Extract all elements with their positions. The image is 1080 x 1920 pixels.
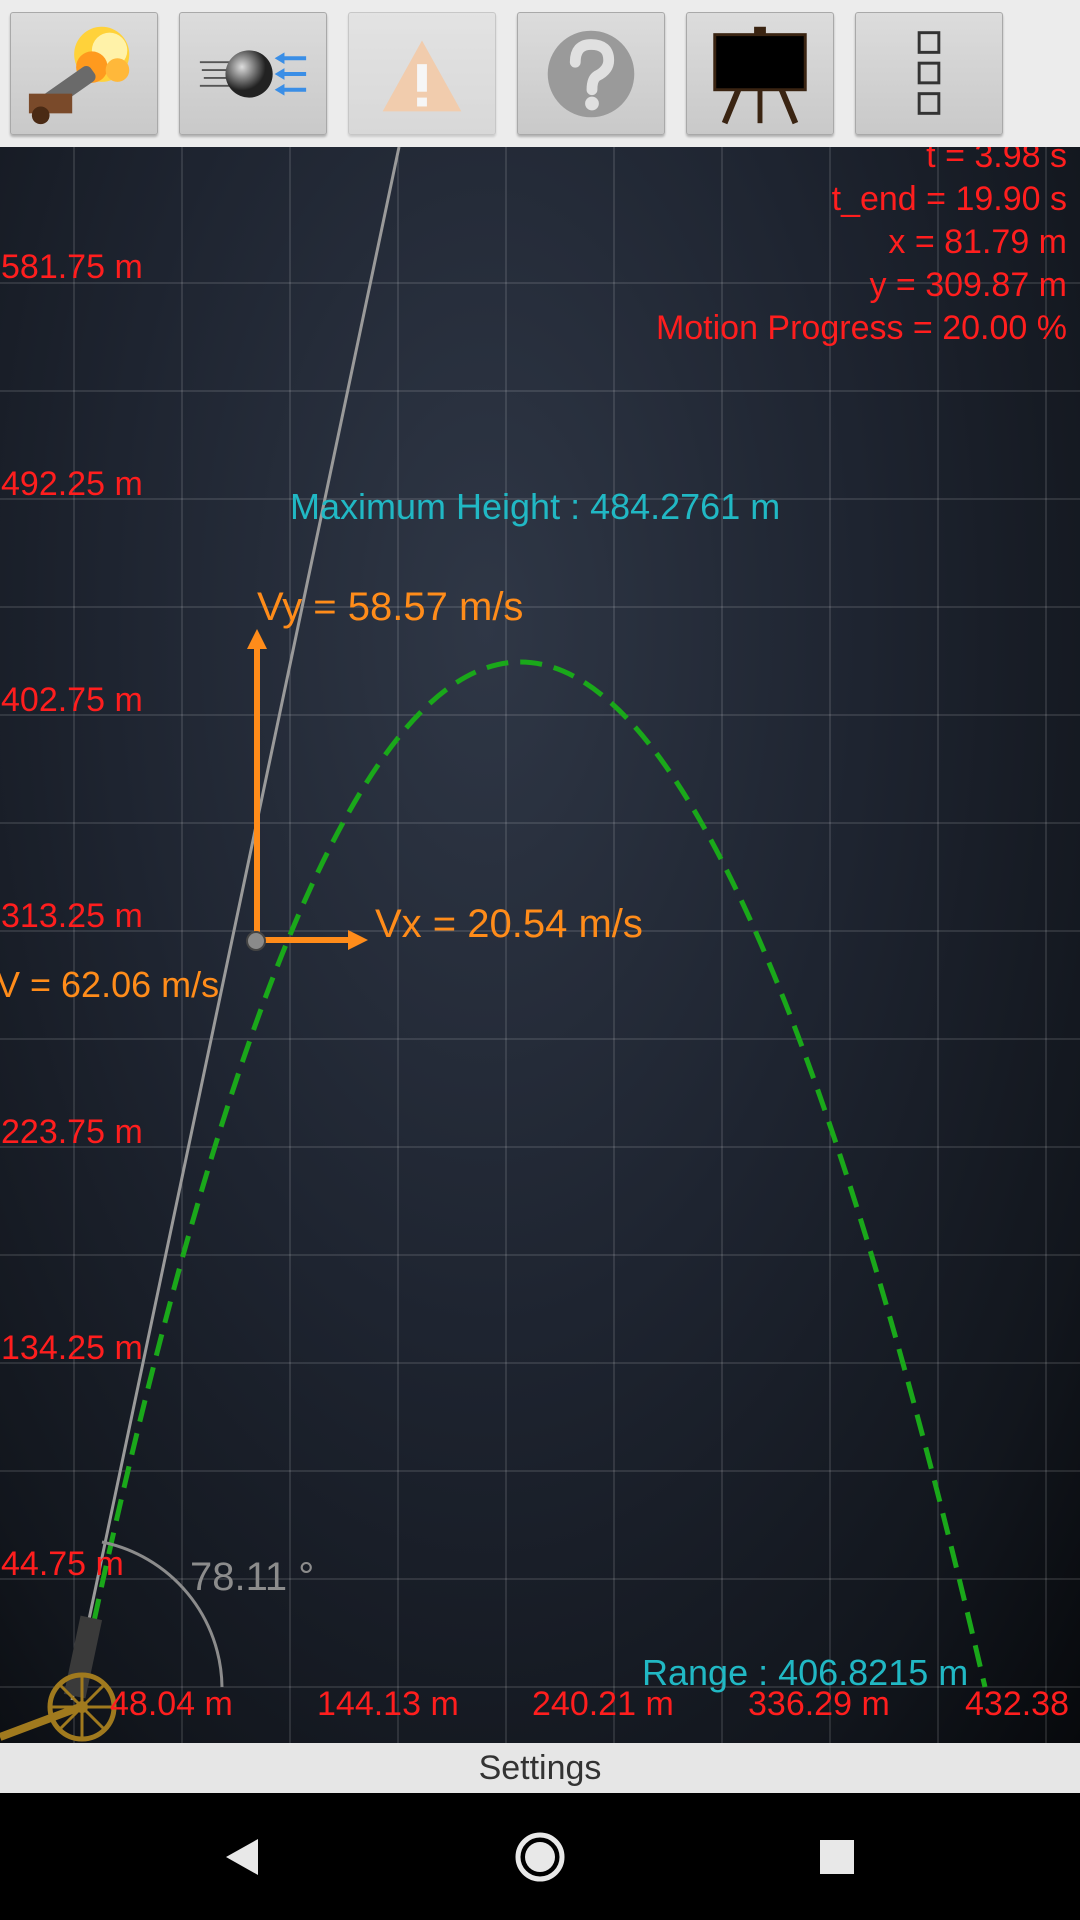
x-axis-label: 240.21 m xyxy=(532,1685,674,1723)
x-axis-label: 144.13 m xyxy=(317,1685,459,1723)
x-axis-label: 336.29 m xyxy=(748,1685,890,1723)
projectile-settings-button[interactable] xyxy=(179,12,327,135)
y-axis-label: 134.25 m xyxy=(1,1329,143,1367)
velocity-label: V = 62.06 m/s xyxy=(0,964,220,1005)
settings-label: Settings xyxy=(478,1748,602,1787)
velocity-vectors xyxy=(247,629,368,950)
back-icon xyxy=(226,1839,258,1875)
aim-line xyxy=(70,147,401,1701)
recents-button[interactable] xyxy=(801,1821,873,1893)
x-position-readout: x = 81.79 m xyxy=(888,223,1067,261)
y-axis-label: 223.75 m xyxy=(1,1113,143,1151)
menu-squares-icon xyxy=(917,31,941,115)
grid xyxy=(0,147,1080,1743)
fire-cannon-button[interactable] xyxy=(10,12,158,135)
recents-icon xyxy=(820,1840,854,1874)
trajectory-path xyxy=(77,659,988,1688)
settings-button[interactable]: Settings xyxy=(0,1743,1080,1793)
y-axis-label: 492.25 m xyxy=(1,465,143,503)
help-icon xyxy=(547,30,635,118)
toolbar xyxy=(0,0,1080,148)
back-button[interactable] xyxy=(206,1821,278,1893)
home-button[interactable] xyxy=(504,1821,576,1893)
vx-label: Vx = 20.54 m/s xyxy=(375,902,643,946)
cannon-fire-icon xyxy=(28,26,130,125)
angle-arc xyxy=(101,1540,224,1688)
warning-icon xyxy=(382,40,462,112)
x-axis-label: 432.38 xyxy=(965,1685,1069,1723)
simulation-canvas[interactable]: 581.75 m 492.25 m 402.75 m 313.25 m 223.… xyxy=(0,147,1080,1743)
vy-label: Vy = 58.57 m/s xyxy=(257,585,524,629)
home-icon xyxy=(515,1832,565,1882)
y-axis-label: 313.25 m xyxy=(1,897,143,935)
trajectory-plot xyxy=(0,147,1080,1743)
cannon xyxy=(0,1615,117,1742)
blackboard-easel-icon xyxy=(713,26,807,125)
y-axis-label: 581.75 m xyxy=(1,248,143,286)
y-axis-label: 44.75 m xyxy=(1,1545,124,1583)
cannonball xyxy=(246,931,266,951)
menu-button[interactable] xyxy=(855,12,1003,135)
cannonball-motion-icon xyxy=(199,50,307,98)
warning-button[interactable] xyxy=(348,12,496,135)
motion-progress-readout: Motion Progress = 20.00 % xyxy=(655,309,1067,347)
system-navbar xyxy=(0,1793,1080,1920)
y-axis-label: 402.75 m xyxy=(1,681,143,719)
y-position-readout: y = 309.87 m xyxy=(869,266,1067,304)
range-label: Range : 406.8215 m xyxy=(642,1652,969,1693)
x-axis-label: 48.04 m xyxy=(110,1685,233,1723)
launch-angle-label: 78.11 ° xyxy=(190,1555,315,1599)
end-time-readout: t_end = 19.90 s xyxy=(831,180,1067,218)
time-readout: t = 3.98 s xyxy=(926,147,1067,175)
max-height-label: Maximum Height : 484.2761 m xyxy=(290,486,781,527)
help-button[interactable] xyxy=(517,12,665,135)
blackboard-button[interactable] xyxy=(686,12,834,135)
